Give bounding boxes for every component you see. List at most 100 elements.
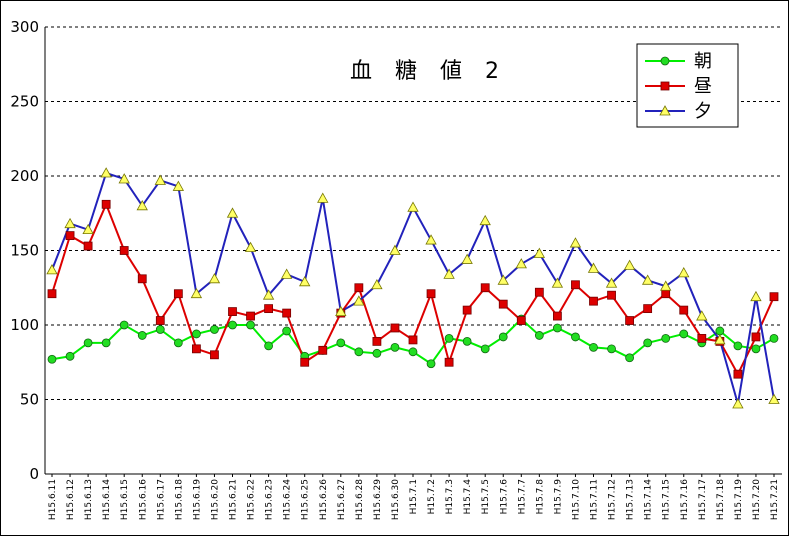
data-point-series-1	[155, 325, 165, 334]
legend: 朝昼夕	[636, 43, 739, 128]
data-point-series-2	[751, 332, 761, 342]
data-point-series-1	[571, 332, 580, 342]
x-tick-label: H15.7.11	[590, 479, 600, 520]
data-point-series-2	[119, 246, 129, 255]
x-tick-label: H15.7.21	[770, 479, 780, 520]
x-tick-label: H15.7.15	[662, 479, 672, 520]
data-point-series-3	[335, 305, 347, 316]
data-point-series-2	[607, 290, 616, 300]
data-point-series-2	[643, 304, 653, 314]
x-tick-label: H15.7.5	[481, 479, 491, 514]
data-point-series-1	[426, 359, 436, 369]
legend-swatch-marker	[660, 56, 670, 66]
data-point-series-3	[660, 280, 672, 291]
x-tick-label: H15.6.26	[319, 479, 329, 520]
data-point-series-2	[661, 289, 671, 299]
data-point-series-3	[353, 295, 365, 306]
data-point-series-2	[191, 344, 201, 354]
data-point-series-1	[65, 351, 75, 361]
x-tick-label: H15.6.19	[192, 479, 202, 520]
x-tick-label: H15.7.19	[734, 479, 744, 520]
data-point-series-3	[280, 268, 293, 279]
data-point-series-2	[372, 336, 382, 346]
data-point-series-3	[732, 398, 744, 409]
x-tick-label: H15.7.13	[626, 479, 636, 520]
data-point-series-2	[246, 311, 255, 321]
data-point-series-2	[47, 289, 57, 299]
x-tick-label: H15.7.17	[698, 479, 708, 520]
x-tick-label: H15.6.18	[174, 479, 184, 520]
data-point-series-3	[262, 289, 275, 300]
data-point-series-3	[696, 310, 708, 321]
x-tick-label: H15.6.24	[283, 479, 293, 520]
x-tick-label: H15.7.2	[427, 479, 437, 514]
data-point-series-3	[407, 201, 419, 212]
data-point-series-2	[354, 283, 364, 293]
data-point-series-1	[47, 354, 57, 364]
data-point-series-2	[210, 350, 219, 360]
data-point-series-3	[208, 272, 221, 284]
data-point-series-1	[661, 334, 671, 343]
x-tick-label: H15.7.6	[499, 479, 509, 515]
x-tick-label: H15.6.25	[301, 479, 311, 520]
data-point-series-2	[697, 334, 707, 343]
data-point-series-1	[480, 344, 490, 354]
y-tick-label: 200	[10, 167, 39, 185]
y-tick-label: 100	[10, 316, 39, 334]
data-point-series-2	[408, 335, 418, 345]
data-point-series-1	[589, 342, 598, 352]
data-point-series-3	[425, 234, 437, 245]
data-point-series-2	[571, 280, 580, 290]
x-tick-label: H15.6.17	[156, 479, 166, 520]
data-point-series-2	[83, 241, 93, 251]
data-point-series-1	[264, 341, 274, 351]
data-point-series-1	[119, 320, 129, 330]
data-point-series-1	[769, 334, 779, 343]
data-point-series-1	[715, 326, 725, 336]
data-point-series-3	[371, 278, 383, 290]
data-point-series-3	[172, 180, 185, 191]
x-tick-label: H15.6.28	[355, 479, 365, 520]
data-point-series-1	[336, 338, 346, 348]
data-point-series-3	[551, 277, 564, 288]
data-point-series-1	[625, 353, 634, 363]
data-point-series-2	[534, 287, 544, 297]
data-point-series-2	[300, 357, 310, 367]
data-point-series-3	[443, 268, 455, 279]
data-point-series-2	[228, 307, 237, 316]
data-point-series-1	[210, 325, 219, 334]
data-point-series-1	[137, 331, 147, 340]
legend-swatch-marker	[660, 81, 670, 91]
x-tick-label: H15.7.8	[535, 479, 545, 515]
data-point-series-2	[498, 299, 508, 309]
data-point-series-3	[678, 267, 690, 278]
legend-label: 昼	[694, 76, 712, 97]
data-point-series-1	[173, 338, 183, 348]
data-point-series-3	[587, 262, 600, 273]
data-point-series-3	[317, 192, 329, 203]
data-point-series-3	[714, 334, 726, 345]
data-point-series-3	[100, 167, 112, 178]
x-tick-label: H15.7.4	[463, 479, 473, 515]
data-point-series-3	[64, 217, 76, 229]
data-point-series-3	[533, 247, 546, 258]
data-point-series-2	[155, 316, 165, 325]
data-point-series-2	[480, 283, 490, 293]
data-point-series-2	[173, 289, 183, 299]
data-point-series-1	[191, 329, 201, 339]
x-tick-label: H15.7.20	[752, 479, 762, 520]
data-point-series-1	[498, 332, 508, 342]
data-point-series-2	[733, 369, 743, 379]
legend-label: 夕	[694, 101, 712, 122]
chart-title: 血 糖 値 2	[350, 59, 507, 84]
x-tick-label: H15.6.22	[247, 479, 257, 520]
data-point-series-1	[228, 320, 237, 330]
x-tick-label: H15.6.30	[391, 479, 401, 520]
data-point-series-2	[426, 289, 436, 299]
data-point-series-3	[226, 207, 239, 218]
data-point-series-3	[569, 237, 582, 248]
data-point-series-2	[264, 304, 274, 314]
x-tick-label: H15.7.16	[680, 479, 690, 520]
data-point-series-1	[751, 344, 761, 354]
